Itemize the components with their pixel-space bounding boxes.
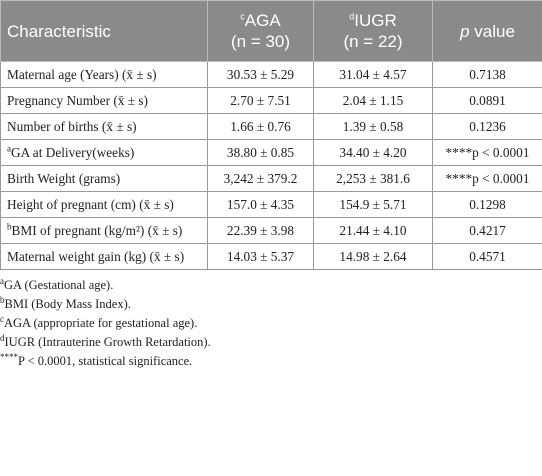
footnote: cAGA (appropriate for gestational age).	[0, 314, 542, 333]
header-text: Characteristic	[7, 21, 111, 41]
label-text: Height of pregnant (cm)	[7, 197, 136, 212]
footnote-text: P < 0.0001, statistical significance.	[18, 354, 193, 368]
header-cell: Characteristic	[0, 0, 208, 62]
label-cell: aGA at Delivery(weeks)	[0, 139, 208, 166]
label-text: BMI of pregnant (kg/m²)	[11, 223, 145, 238]
superscript: b	[0, 294, 5, 305]
table-row: Maternal weight gain (kg) (x̄ ± s) 14.03 …	[0, 243, 542, 270]
table-body: Maternal age (Years) (x̄ ± s) 30.53 ± 5.2…	[0, 61, 542, 270]
value-cell: 1.66 ± 0.76	[207, 113, 314, 140]
footnote-text: GA (Gestational age).	[4, 278, 114, 292]
footnote-text: BMI (Body Mass Index).	[4, 297, 131, 311]
label-note: (x̄ ± s)	[149, 249, 185, 264]
value-cell: 0.0891	[432, 87, 542, 114]
table-row: aGA at Delivery(weeks) 38.80 ± 0.85 34.40 …	[0, 139, 542, 166]
value-cell: 0.7138	[432, 61, 542, 88]
label-note: (x̄ ± s)	[121, 67, 157, 82]
label-cell: Birth Weight (grams)	[0, 165, 208, 192]
superscript: c	[0, 313, 4, 324]
superscript: c	[240, 11, 245, 22]
table-row: Number of births (x̄ ± s) 1.66 ± 0.76 1.39…	[0, 113, 542, 140]
label-cell: Pregnancy Number (x̄ ± s)	[0, 87, 208, 114]
header-text: value	[474, 21, 515, 41]
header-cell: cAGA (n = 30)	[207, 0, 314, 62]
data-table: Characteristic cAGA (n = 30) dIUGR (n = 22) p…	[0, 0, 542, 270]
footnote: bBMI (Body Mass Index).	[0, 295, 542, 314]
label-text: Maternal weight gain (kg)	[7, 249, 147, 264]
value-cell: 21.44 ± 4.10	[313, 217, 433, 244]
footnote-text: AGA (appropriate for gestational age).	[4, 316, 198, 330]
sample-size: (n = 30)	[230, 32, 291, 51]
value-cell: 154.9 ± 5.71	[313, 191, 433, 218]
value-cell: ****p < 0.0001	[432, 165, 542, 192]
value-cell: 2.70 ± 7.51	[207, 87, 314, 114]
superscript: a	[0, 275, 4, 286]
label-text: Maternal age (Years)	[7, 67, 119, 82]
header-cell: dIUGR (n = 22)	[313, 0, 433, 62]
label-text: Pregnancy Number	[7, 93, 111, 108]
header-text: AGA	[244, 11, 281, 30]
value-cell: 1.39 ± 0.58	[313, 113, 433, 140]
footnote: ****P < 0.0001, statistical significance…	[0, 352, 542, 371]
value-cell: 2,253 ± 381.6	[313, 165, 433, 192]
footnote: aGA (Gestational age).	[0, 276, 542, 295]
header-text: IUGR	[354, 11, 397, 30]
label-text: GA at Delivery(weeks)	[11, 145, 135, 160]
value-cell: 31.04 ± 4.57	[313, 61, 433, 88]
value-cell: 0.1298	[432, 191, 542, 218]
label-note: (x̄ ± s)	[147, 223, 183, 238]
value-cell: ****p < 0.0001	[432, 139, 542, 166]
header-row: Characteristic cAGA (n = 30) dIUGR (n = 22) p…	[0, 0, 542, 62]
label-cell: Maternal age (Years) (x̄ ± s)	[0, 61, 208, 88]
value-cell: 0.4571	[432, 243, 542, 270]
label-text: Birth Weight (grams)	[7, 171, 121, 186]
superscript: d	[0, 332, 5, 343]
italic-text: p	[460, 21, 470, 41]
value-cell: 2.04 ± 1.15	[313, 87, 433, 114]
table-row: Birth Weight (grams) 3,242 ± 379.2 2,253 ±…	[0, 165, 542, 192]
superscript: a	[7, 143, 11, 154]
value-cell: 0.1236	[432, 113, 542, 140]
footnotes: aGA (Gestational age). bBMI (Body Mass In…	[0, 270, 542, 371]
label-note: (x̄ ± s)	[113, 93, 148, 108]
value-cell: 14.98 ± 2.64	[313, 243, 433, 270]
table-row: Height of pregnant (cm) (x̄ ± s) 157.0 ± …	[0, 191, 542, 218]
superscript: b	[7, 221, 12, 232]
superscript: ****	[0, 351, 18, 362]
value-cell: 0.4217	[432, 217, 542, 244]
label-text: Number of births	[7, 119, 99, 134]
superscript: d	[349, 11, 355, 22]
value-cell: 30.53 ± 5.29	[207, 61, 314, 88]
value-cell: 14.03 ± 5.37	[207, 243, 314, 270]
header-cell: p value	[432, 0, 542, 62]
label-cell: Maternal weight gain (kg) (x̄ ± s)	[0, 243, 208, 270]
label-cell: Height of pregnant (cm) (x̄ ± s)	[0, 191, 208, 218]
footnote-text: IUGR (Intrauterine Growth Retardation).	[4, 335, 211, 349]
value-cell: 22.39 ± 3.98	[207, 217, 314, 244]
value-cell: 38.80 ± 0.85	[207, 139, 314, 166]
value-cell: 34.40 ± 4.20	[313, 139, 433, 166]
label-cell: Number of births (x̄ ± s)	[0, 113, 208, 140]
table-row: Pregnancy Number (x̄ ± s) 2.70 ± 7.51 2.04…	[0, 87, 542, 114]
value-cell: 157.0 ± 4.35	[207, 191, 314, 218]
label-note: (x̄ ± s)	[139, 197, 174, 212]
table-row: Maternal age (Years) (x̄ ± s) 30.53 ± 5.2…	[0, 61, 542, 88]
sample-size: (n = 22)	[343, 32, 403, 51]
footnote: dIUGR (Intrauterine Growth Retardation).	[0, 333, 542, 352]
value-cell: 3,242 ± 379.2	[207, 165, 314, 192]
label-note: (x̄ ± s)	[101, 119, 137, 134]
table-row: bBMI of pregnant (kg/m²) (x̄ ± s) 22.39 ±…	[0, 217, 542, 244]
label-cell: bBMI of pregnant (kg/m²) (x̄ ± s)	[0, 217, 208, 244]
